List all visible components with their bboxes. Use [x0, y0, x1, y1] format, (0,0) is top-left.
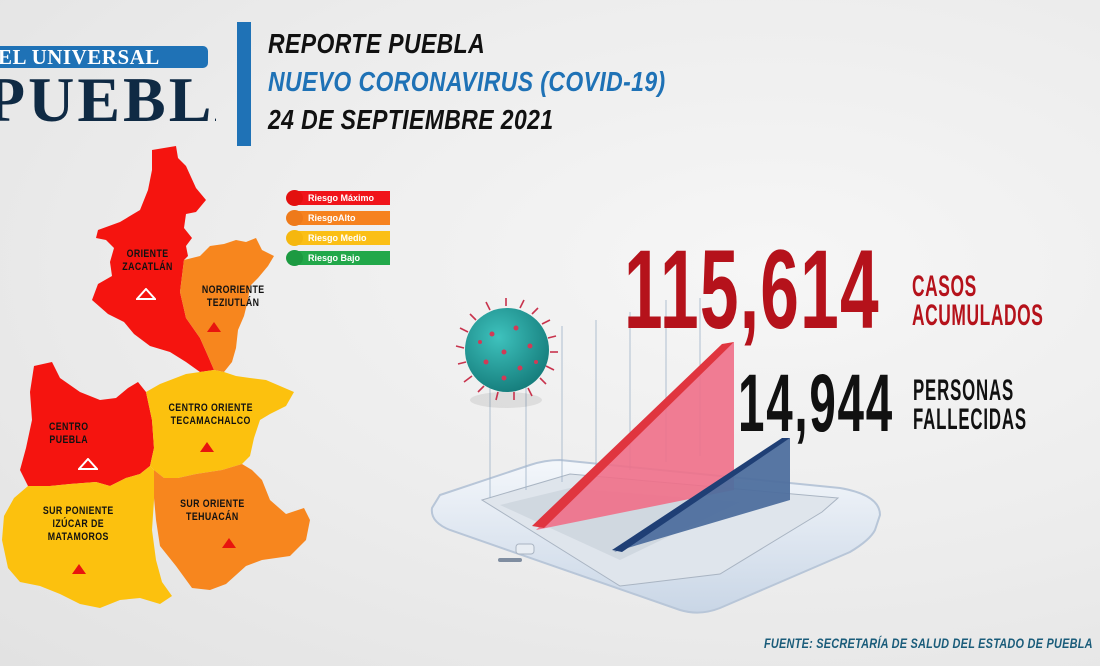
- region-subname: ZACATLÁN: [122, 261, 173, 273]
- logo-puebla: PUEBLA: [0, 70, 216, 130]
- risk-legend: Riesgo Máximo RiesgoAlto Riesgo Medio Ri…: [284, 188, 394, 268]
- region-label-tecamachalco: CENTRO ORIENTE TECAMACHALCO: [169, 402, 253, 428]
- region-name: SUR ORIENTE: [180, 498, 245, 510]
- warning-triangle-outline-icon: [136, 288, 156, 300]
- legend-item-maximo: Riesgo Máximo: [284, 188, 394, 206]
- region-name: CENTRO ORIENTE: [168, 402, 253, 414]
- legend-label: RiesgoAlto: [294, 211, 390, 225]
- puebla-risk-map: ORIENTE ZACATLÁN NORORIENTE TEZIUTLÁN CE…: [0, 140, 310, 640]
- report-subtitle: NUEVO CORONAVIRUS (COVID-19): [268, 66, 666, 97]
- region-subname: PUEBLA: [49, 434, 89, 446]
- warning-triangle-icon: [200, 442, 214, 452]
- risk-dot-icon: [286, 230, 303, 246]
- tablet-home-button: [515, 543, 535, 555]
- cumulative-cases-value: 115,614: [624, 227, 880, 352]
- cases-label-line2: ACUMULADOS: [912, 299, 1044, 332]
- tablet-speaker: [498, 558, 522, 562]
- deaths-label-line1: PERSONAS: [913, 374, 1015, 407]
- deaths-label-line2: FALLECIDAS: [913, 403, 1027, 436]
- warning-triangle-icon: [72, 564, 86, 574]
- legend-item-medio: Riesgo Medio: [284, 228, 394, 246]
- source-credit: FUENTE: SECRETARÍA DE SALUD DEL ESTADO D…: [764, 635, 1093, 651]
- region-label-centro-puebla: CENTRO PUEBLA: [49, 421, 89, 447]
- cumulative-cases-label: CASOS ACUMULADOS: [912, 270, 1044, 332]
- region-tehuacan: [154, 464, 310, 590]
- legend-item-alto: RiesgoAlto: [284, 208, 394, 226]
- header-accent-bar: [237, 22, 251, 146]
- cases-prism-edge: [532, 342, 734, 528]
- region-map-shapes: [2, 146, 310, 608]
- region-teziutlan: [180, 238, 274, 372]
- warning-triangle-outline-icon: [78, 458, 98, 470]
- deaths-value: 14,944: [738, 358, 894, 449]
- legend-item-bajo: Riesgo Bajo: [284, 248, 394, 266]
- legend-label: Riesgo Bajo: [294, 251, 390, 265]
- cases-label-line1: CASOS: [912, 270, 977, 303]
- region-centro-puebla: [20, 362, 154, 486]
- legend-label: Riesgo Máximo: [294, 191, 390, 205]
- risk-dot-icon: [286, 250, 303, 266]
- region-subname: IZÚCAR DE: [52, 518, 105, 530]
- risk-dot-icon: [286, 190, 303, 206]
- risk-dot-icon: [286, 210, 303, 226]
- region-izucar: [2, 466, 172, 608]
- region-label-zacatlan: ORIENTE ZACATLÁN: [122, 248, 172, 274]
- region-name: CENTRO: [48, 421, 89, 433]
- region-label-tehuacan: SUR ORIENTE TEHUACÁN: [180, 498, 245, 524]
- deaths-prism-edge: [612, 438, 790, 552]
- tablet-chart-illustration: [430, 298, 882, 614]
- report-date: 24 DE SEPTIEMBRE 2021: [268, 104, 554, 135]
- region-tecamachalco: [146, 370, 294, 478]
- region-label-teziutlan: NORORIENTE TEZIUTLÁN: [202, 284, 265, 310]
- region-subname: TECAMACHALCO: [170, 415, 251, 427]
- warning-triangle-icon: [207, 322, 221, 332]
- report-title: REPORTE PUEBLA: [268, 28, 486, 59]
- region-subname: TEHUACÁN: [186, 511, 239, 523]
- legend-label: Riesgo Medio: [294, 231, 390, 245]
- region-subname: TEZIUTLÁN: [206, 297, 260, 309]
- coronavirus-icon: [455, 298, 558, 408]
- region-label-izucar: SUR PONIENTE IZÚCAR DE MATAMOROS: [43, 505, 114, 544]
- deaths-label: PERSONAS FALLECIDAS: [913, 374, 1027, 436]
- region-name: ORIENTE: [126, 248, 169, 260]
- region-zacatlan: [92, 146, 214, 372]
- region-name: NORORIENTE: [201, 284, 265, 296]
- warning-triangle-icon: [222, 538, 236, 548]
- logo-el-universal: EL UNIVERSAL: [0, 46, 208, 68]
- region-subname-2: MATAMOROS: [47, 531, 109, 543]
- region-name: SUR PONIENTE: [42, 505, 114, 517]
